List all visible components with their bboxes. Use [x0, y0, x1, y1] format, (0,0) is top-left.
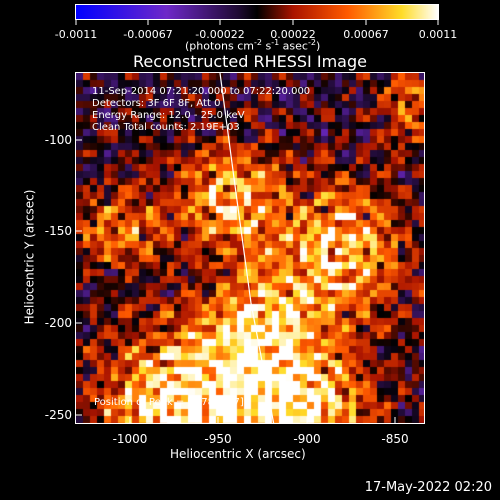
- colorbar-tick: -0.00067: [123, 28, 173, 41]
- info-peak-position: Position of Peak = [-978,-237]: [94, 397, 244, 408]
- x-tick: -900: [293, 432, 321, 446]
- colorbar-tick: -0.00022: [195, 28, 245, 41]
- y-tick: -250: [44, 408, 72, 422]
- info-energy-range: Energy Range: 12.0 - 25.0 keV: [92, 110, 245, 121]
- timestamp-footer: 17-May-2022 02:20: [364, 480, 492, 495]
- colorbar-tick: -0.0011: [54, 28, 98, 41]
- info-time-range: 11-Sep-2014 07:21:20.000 to 07:22:20.000: [92, 86, 311, 97]
- x-axis-label: Heliocentric X (arcsec): [170, 447, 306, 461]
- rhessi-image: [76, 73, 424, 423]
- y-tick: -200: [44, 316, 72, 330]
- x-tick: -850: [381, 432, 409, 446]
- info-detectors: Detectors: 3F 6F 8F, Att 0: [92, 98, 221, 109]
- colorbar: [75, 4, 439, 20]
- y-tick: -150: [44, 224, 72, 238]
- y-tick: -100: [44, 133, 72, 147]
- info-clean-counts: Clean Total counts: 2.19E+03: [92, 122, 240, 133]
- colorbar-tick: 0.0011: [418, 28, 458, 41]
- colorbar-units: (photons cm-2 s-1 asec-2): [185, 38, 321, 53]
- image-plot: [75, 72, 425, 424]
- y-axis-label: Heliocentric Y (arcsec): [22, 189, 37, 325]
- colorbar-tick: 0.00067: [343, 28, 389, 41]
- plot-title: Reconstructed RHESSI Image: [133, 52, 367, 71]
- colorbar-tick: 0.00022: [270, 28, 316, 41]
- limb-line: [219, 73, 275, 423]
- x-tick: -950: [204, 432, 232, 446]
- x-tick: -1000: [112, 432, 148, 446]
